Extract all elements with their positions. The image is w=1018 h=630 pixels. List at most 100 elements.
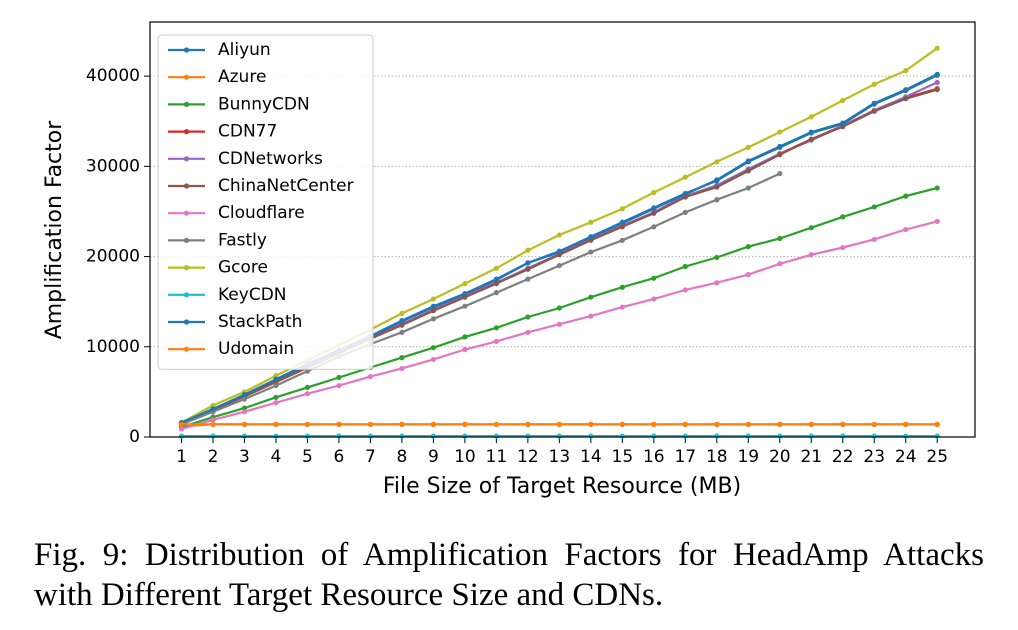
- legend-label: BunnyCDN: [218, 94, 310, 114]
- y-tick-label: 30000: [86, 156, 140, 176]
- figure-caption: Fig. 9: Distribution of Amplification Fa…: [34, 537, 984, 613]
- series-point: [430, 345, 436, 351]
- series-point: [777, 152, 783, 158]
- series-point: [808, 136, 814, 142]
- series-point: [399, 433, 405, 439]
- series-point: [588, 249, 594, 255]
- series-point: [273, 400, 279, 406]
- x-tick-label: 22: [832, 447, 854, 467]
- series-point: [273, 373, 279, 379]
- series-point: [682, 421, 688, 427]
- series-point: [840, 244, 846, 251]
- x-tick-label: 13: [549, 447, 571, 467]
- legend-label: KeyCDN: [218, 285, 287, 305]
- series-point: [903, 226, 909, 233]
- series-point: [903, 193, 909, 199]
- series-point: [178, 426, 185, 432]
- series-point: [525, 266, 531, 272]
- legend-frame: [157, 34, 374, 370]
- series-point: [210, 402, 216, 409]
- series-point: [714, 280, 720, 286]
- series-point: [556, 321, 562, 327]
- series-point: [808, 114, 814, 120]
- x-tick-label: 16: [643, 447, 665, 467]
- series-point: [682, 209, 688, 215]
- series-point: [714, 433, 720, 439]
- series-point: [745, 244, 751, 250]
- series-point: [840, 97, 846, 104]
- series-point: [556, 421, 562, 427]
- legend-label: Azure: [218, 67, 266, 87]
- series-point: [840, 214, 846, 220]
- series-point: [399, 355, 405, 361]
- series-point: [682, 433, 688, 439]
- series-point: [714, 254, 720, 261]
- series-point: [462, 294, 468, 300]
- series-point: [241, 433, 248, 439]
- series-point: [651, 296, 657, 302]
- legend-label: Fastly: [218, 230, 267, 250]
- series-point: [462, 290, 468, 297]
- series-point: [808, 225, 814, 231]
- series-point: [241, 396, 248, 402]
- x-tick-label: 5: [302, 447, 313, 467]
- series-point: [210, 406, 216, 412]
- legend-marker: [183, 74, 190, 80]
- series-point: [430, 316, 436, 322]
- series-point: [588, 237, 594, 243]
- series-point: [493, 421, 499, 427]
- series-point: [336, 374, 342, 381]
- y-tick-label: 20000: [86, 247, 140, 267]
- series-point: [714, 184, 720, 190]
- series-point: [651, 275, 657, 281]
- series-point: [682, 194, 688, 200]
- series-point: [430, 421, 436, 427]
- series-point: [430, 308, 436, 314]
- series-point: [840, 121, 846, 127]
- series-point: [273, 394, 279, 400]
- x-tick-label: 25: [926, 447, 948, 467]
- series-point: [462, 421, 468, 427]
- legend-marker: [183, 156, 190, 162]
- series-point: [399, 310, 405, 317]
- series-point: [682, 174, 688, 180]
- x-tick-label: 18: [706, 447, 728, 467]
- series-line: [181, 172, 781, 426]
- series-point: [934, 433, 940, 439]
- series-point: [714, 159, 720, 165]
- x-tick-label: 10: [454, 447, 476, 467]
- series-point: [399, 421, 405, 427]
- series-point: [777, 170, 783, 177]
- series-point: [556, 262, 562, 269]
- legend-marker: [183, 265, 190, 271]
- series-point: [462, 346, 468, 353]
- series-point: [934, 45, 940, 51]
- series-point: [178, 421, 185, 427]
- series-point: [493, 281, 499, 287]
- series-point: [399, 322, 405, 328]
- x-tick-label: 11: [486, 447, 508, 467]
- series-point: [178, 433, 185, 439]
- series-point: [871, 204, 877, 210]
- series-point: [777, 261, 783, 267]
- series-point: [525, 314, 531, 320]
- series-point: [934, 72, 940, 78]
- series-point: [525, 433, 531, 439]
- series-point: [745, 144, 751, 151]
- series-point: [588, 234, 594, 240]
- series-point: [493, 325, 499, 331]
- series-point: [556, 305, 562, 311]
- series-point: [241, 391, 248, 398]
- series-point: [304, 391, 311, 397]
- y-tick-label: 10000: [86, 337, 140, 357]
- x-tick-label: 4: [271, 447, 282, 467]
- series-point: [840, 421, 846, 427]
- series-point: [399, 329, 405, 335]
- legend-label: Cloudflare: [218, 203, 305, 223]
- series-point: [525, 276, 531, 282]
- series-point: [651, 210, 657, 216]
- series-point: [903, 421, 909, 427]
- series-point: [745, 421, 751, 427]
- series-point: [210, 421, 216, 427]
